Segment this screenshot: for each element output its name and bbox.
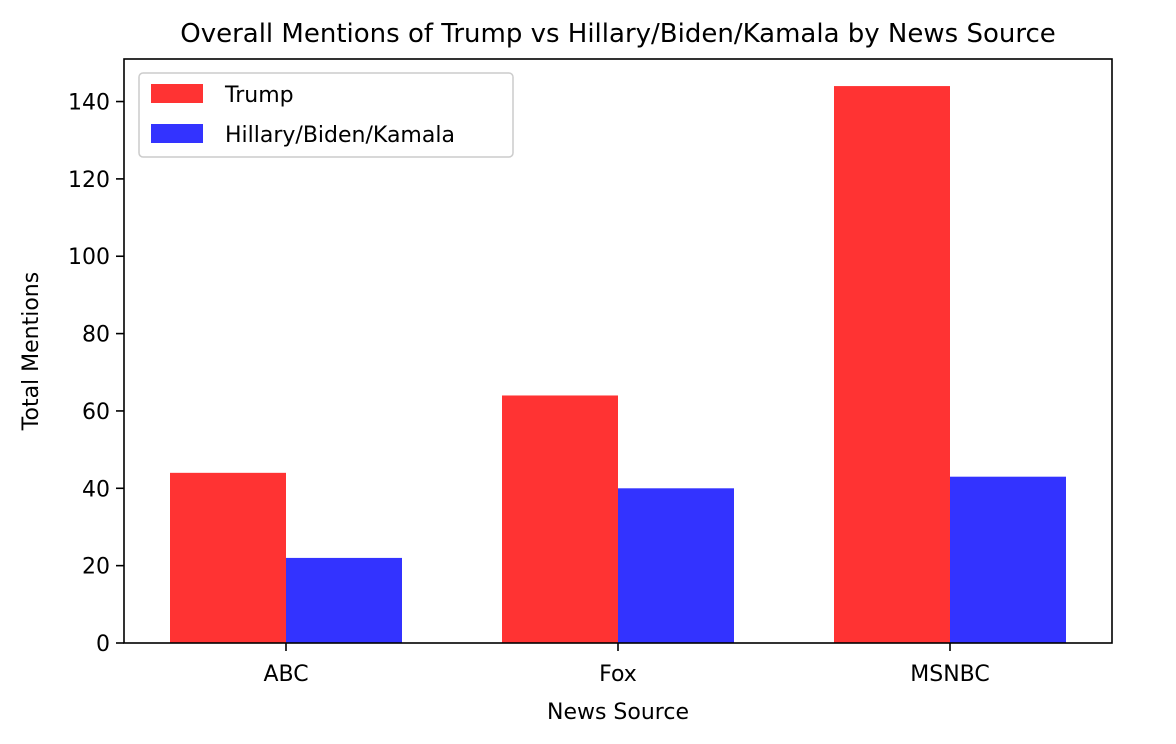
legend-box — [138, 72, 514, 158]
x-tick-label-abc: ABC — [263, 662, 308, 687]
y-axis: 0 20 40 60 80 100 120 140 — [68, 91, 124, 657]
bar-trump-msnbc — [834, 86, 950, 643]
bar-hillary-biden-kamala-abc — [286, 557, 402, 643]
bar-trump-fox — [502, 395, 618, 643]
x-tick-label-fox: Fox — [599, 662, 637, 687]
x-axis: ABC Fox MSNBC — [263, 643, 990, 687]
legend-swatch-0 — [151, 84, 203, 103]
x-axis-label: News Source — [547, 700, 689, 725]
legend-swatch-1 — [151, 124, 203, 143]
y-tick-label: 80 — [82, 323, 110, 348]
chart-title: Overall Mentions of Trump vs Hillary/Bid… — [180, 19, 1056, 49]
y-tick-label: 40 — [82, 477, 110, 502]
y-axis-label: Total Mentions — [19, 272, 44, 431]
y-tick-label: 100 — [68, 245, 110, 270]
y-tick-label: 120 — [68, 168, 110, 193]
y-tick-label: 20 — [82, 555, 110, 580]
bar-hillary-biden-kamala-msnbc — [950, 476, 1066, 643]
x-tick-label-msnbc: MSNBC — [910, 662, 989, 687]
bar-hillary-biden-kamala-fox — [618, 488, 734, 643]
plot-frame — [123, 58, 1113, 644]
bar-trump-abc — [170, 472, 286, 643]
legend: Trump Hillary/Biden/Kamala — [138, 72, 514, 158]
bars-group — [170, 86, 1066, 643]
y-tick-label: 60 — [82, 400, 110, 425]
legend-label-0: Trump — [224, 83, 294, 108]
y-tick-label: 0 — [96, 632, 110, 657]
legend-label-1: Hillary/Biden/Kamala — [225, 123, 455, 148]
y-tick-label: 140 — [68, 91, 110, 116]
